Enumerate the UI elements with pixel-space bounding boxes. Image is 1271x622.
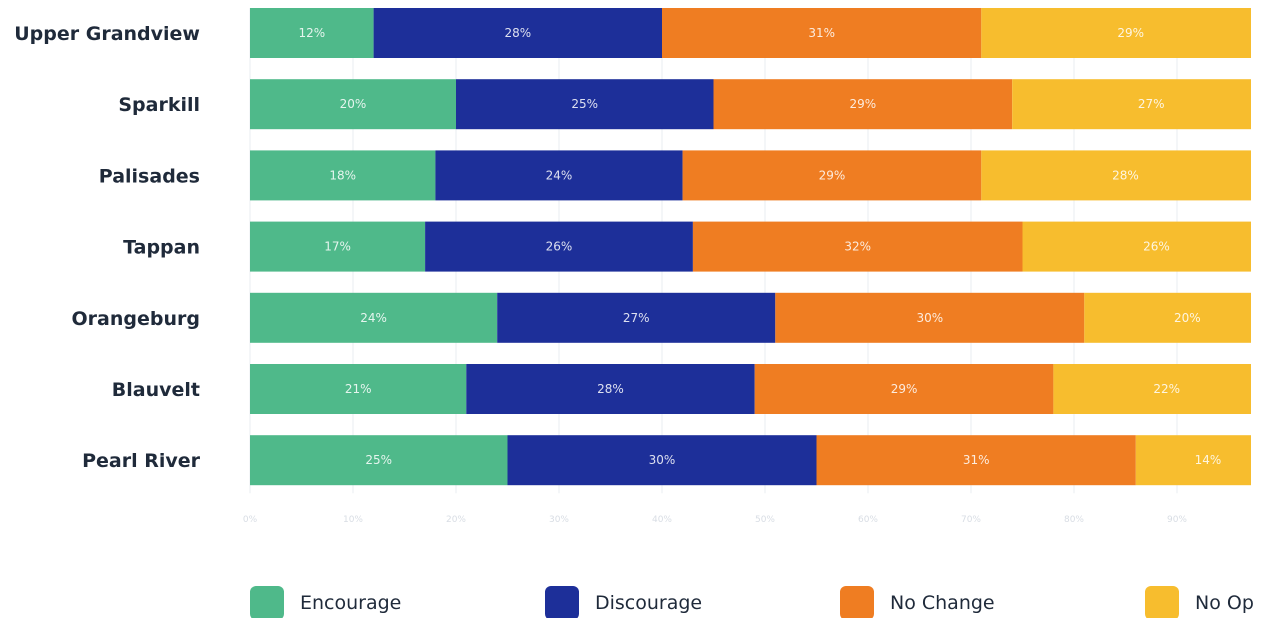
bar-value-label: 29% [891, 382, 918, 396]
x-tick-label: 20% [446, 515, 466, 525]
x-tick-label: 0% [243, 515, 258, 525]
x-tick-label: 70% [961, 515, 981, 525]
bar-value-label: 26% [1143, 240, 1170, 254]
bar-value-label: 26% [546, 240, 573, 254]
bar-value-label: 28% [504, 26, 531, 40]
bar-value-label: 18% [329, 168, 356, 182]
bar-value-label: 14% [1195, 453, 1222, 467]
bar-value-label: 25% [365, 453, 392, 467]
bar-value-label: 24% [546, 168, 573, 182]
row-labels: Upper Grandview Sparkill Palisades Tappan Or… [14, 23, 200, 472]
legend-swatch [545, 586, 579, 618]
bar-value-label: 28% [1112, 168, 1139, 182]
bars-layer: 12% 28% 31% 29% 20% 25% 29% 27% 18% 24% 29% 28% 17% 2… [250, 8, 1271, 485]
row-label: Upper Grandview [14, 23, 200, 45]
legend-label: Discourage [595, 592, 702, 614]
legend-swatch [1145, 586, 1179, 618]
row-label: Pearl River [82, 450, 201, 472]
bar-value-label: 22% [1153, 382, 1180, 396]
legend-swatch [840, 586, 874, 618]
bar-value-label: 12% [298, 26, 325, 40]
legend-label: Encourage [300, 592, 401, 614]
bar-value-label: 29% [850, 97, 877, 111]
row-label: Sparkill [118, 94, 200, 116]
bar-value-label: 25% [571, 97, 598, 111]
bar-value-label: 31% [808, 26, 835, 40]
bar-value-label: 27% [1138, 97, 1165, 111]
bar-value-label: 29% [1117, 26, 1144, 40]
x-tick-label: 50% [755, 515, 775, 525]
bar-value-label: 17% [324, 240, 351, 254]
x-tick-label: 40% [652, 515, 672, 525]
legend-swatch [250, 586, 284, 618]
bar-value-label: 21% [345, 382, 372, 396]
bar-value-label: 31% [963, 453, 990, 467]
row-label: Orangeburg [72, 308, 200, 330]
x-tick-label: 80% [1064, 515, 1084, 525]
bar-value-label: 24% [360, 311, 387, 325]
legend: Encourage Discourage No Change No Op [250, 586, 1254, 618]
x-tick-label: 10% [343, 515, 363, 525]
row-label: Blauvelt [112, 379, 200, 401]
bar-value-label: 30% [916, 311, 943, 325]
bar-value-label: 20% [1174, 311, 1201, 325]
bar-value-label: 28% [597, 382, 624, 396]
x-tick-label: 30% [549, 515, 569, 525]
x-axis-ticks: 0% 10% 20% 30% 40% 50% 60% 70% 80% 90% [243, 515, 1188, 525]
legend-label: No Op [1195, 592, 1254, 614]
x-tick-label: 90% [1167, 515, 1187, 525]
bar-value-label: 32% [844, 240, 871, 254]
row-label: Palisades [99, 165, 200, 187]
row-label: Tappan [123, 237, 200, 259]
bar-value-label: 29% [819, 168, 846, 182]
x-tick-label: 60% [858, 515, 878, 525]
legend-label: No Change [890, 592, 995, 614]
bar-value-label: 27% [623, 311, 650, 325]
bar-value-label: 30% [649, 453, 676, 467]
bar-value-label: 20% [340, 97, 367, 111]
